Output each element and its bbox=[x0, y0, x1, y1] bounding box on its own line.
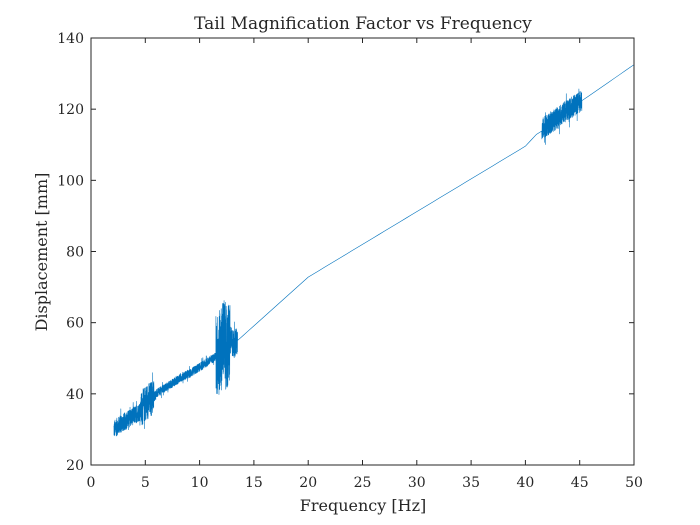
x-tick-label: 5 bbox=[141, 475, 150, 491]
x-axis-label: Frequency [Hz] bbox=[300, 496, 427, 515]
y-tick-label: 60 bbox=[66, 316, 84, 332]
y-tick-label: 120 bbox=[57, 102, 84, 118]
x-tick-label: 10 bbox=[191, 475, 209, 491]
y-tick-label: 80 bbox=[66, 245, 84, 261]
chart-title: Tail Magnification Factor vs Frequency bbox=[194, 14, 532, 34]
y-axis-label: Displacement [mm] bbox=[32, 173, 51, 332]
y-tick-label: 20 bbox=[66, 458, 84, 474]
x-tick-label: 25 bbox=[354, 475, 372, 491]
x-tick-label: 50 bbox=[625, 475, 643, 491]
y-tick-label: 100 bbox=[57, 173, 84, 189]
x-tick-label: 0 bbox=[87, 475, 96, 491]
x-tick-label: 40 bbox=[516, 475, 534, 491]
x-tick-label: 35 bbox=[462, 475, 480, 491]
plot-frame bbox=[90, 37, 635, 466]
x-tick-label: 15 bbox=[245, 475, 263, 491]
x-tick-label: 20 bbox=[299, 475, 317, 491]
x-tick-label: 45 bbox=[571, 475, 589, 491]
axis-ticks: 0 5 10 15 20 25 30 35 40 45 50 20 40 60 80 100 120 140 bbox=[57, 31, 643, 491]
x-tick-label: 30 bbox=[408, 475, 426, 491]
plot-area bbox=[113, 64, 635, 437]
series-line bbox=[113, 64, 635, 437]
y-tick-label: 40 bbox=[66, 387, 84, 403]
y-tick-label: 140 bbox=[57, 31, 84, 47]
